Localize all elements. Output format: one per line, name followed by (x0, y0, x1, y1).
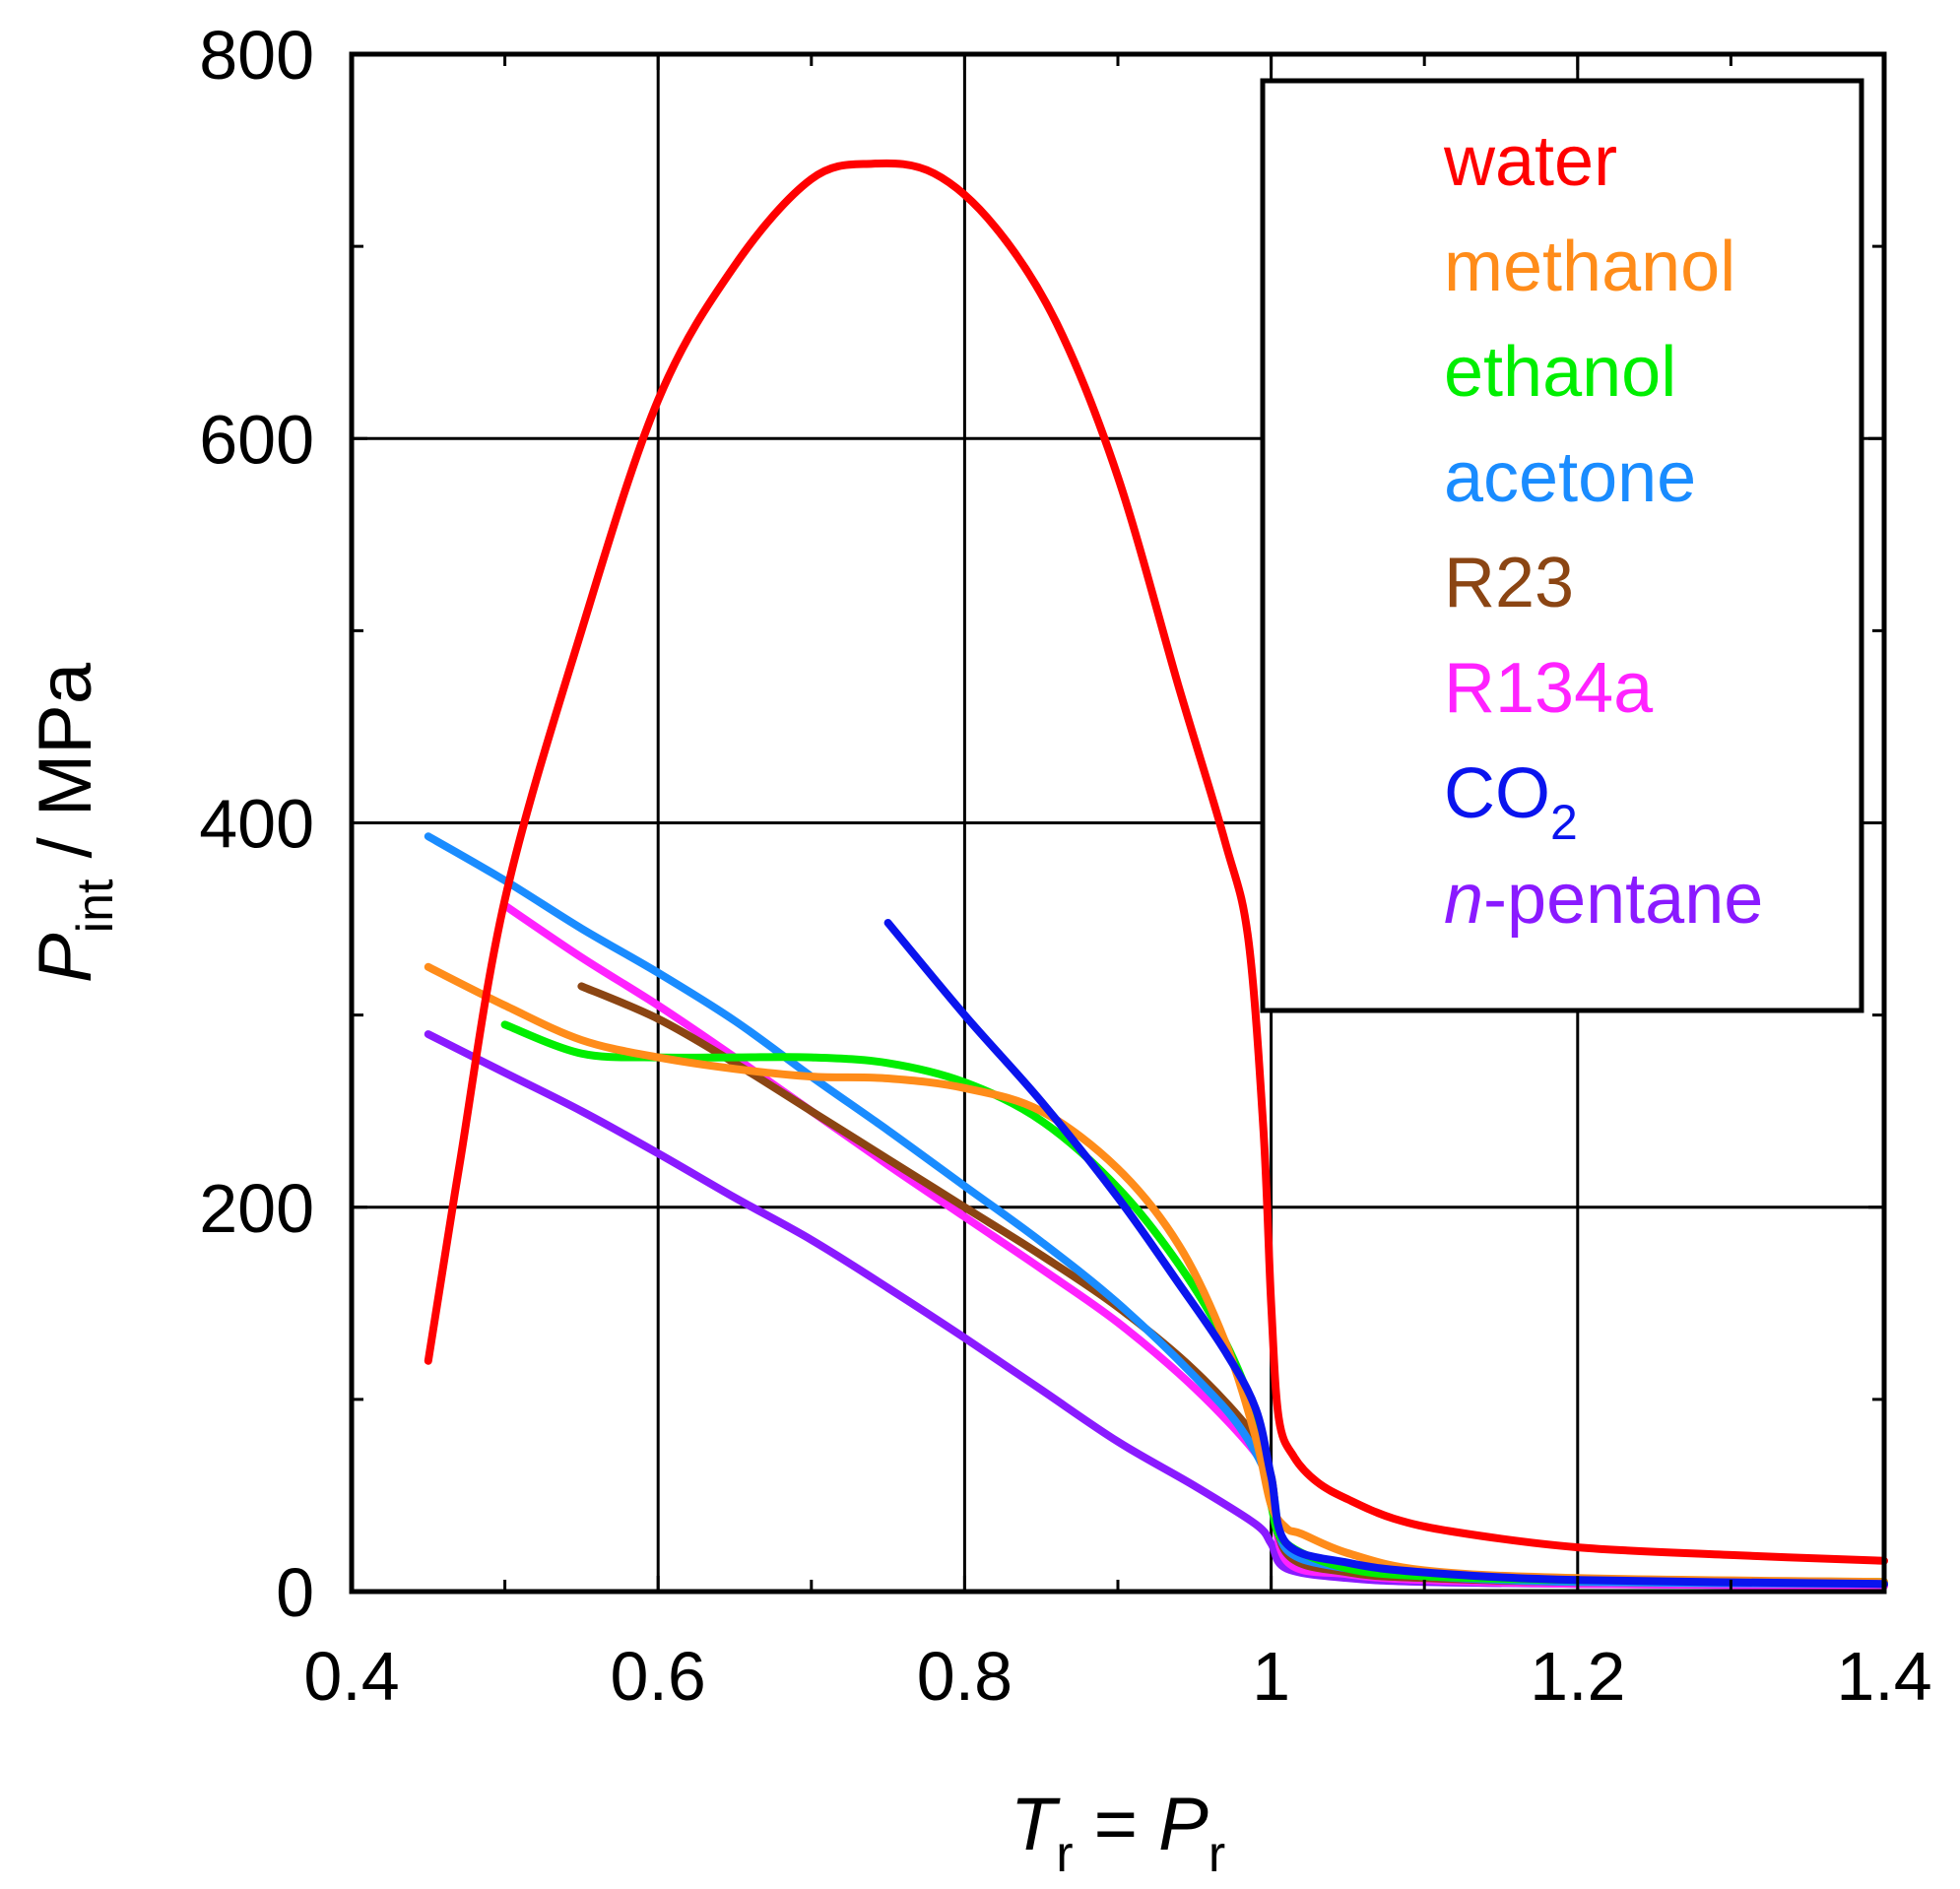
x-tick-label: 0.4 (303, 1638, 399, 1715)
x-tick-label: 0.8 (917, 1638, 1013, 1715)
series-line-n-pentane (424, 1030, 1888, 1591)
x-title-sub2: r (1209, 1826, 1225, 1883)
y-title-main: P (24, 933, 107, 983)
x-title-main2: P (1158, 1783, 1209, 1866)
legend-entry-ethanol: ethanol (1444, 333, 1676, 412)
x-tick-label: 0.6 (611, 1638, 706, 1715)
legend-label-italic: n (1444, 860, 1483, 939)
x-axis-title: Tr = Pr (1011, 1783, 1225, 1883)
legend: water methanol ethanol acetone R23 R134a CO2 n-… (1260, 78, 1864, 1013)
y-tick-label: 800 (199, 17, 314, 94)
y-tick-label: 400 (199, 786, 314, 863)
series-line-co2 (883, 919, 1888, 1589)
tick-labels: 0.4 0.6 0.8 1 1.2 1.4 0 200 400 600 800 (199, 17, 1931, 1715)
legend-box (1260, 78, 1864, 1013)
legend-label-main: CO (1444, 754, 1550, 833)
data-series (424, 159, 1888, 1591)
x-tick-label: 1 (1252, 1638, 1290, 1715)
legend-label-rest: -pentane (1483, 860, 1763, 939)
x-tick-label: 1.2 (1530, 1638, 1625, 1715)
legend-entry-r134a: R134a (1444, 649, 1654, 728)
legend-label-sub: 2 (1550, 795, 1578, 850)
y-title-unit: / MPa (24, 662, 107, 879)
x-tick-label: 1.4 (1836, 1638, 1931, 1715)
legend-entry-methanol: methanol (1444, 228, 1735, 306)
x-title-sub: r (1056, 1826, 1073, 1883)
legend-entry-water: water (1443, 122, 1617, 201)
series-line-water (424, 159, 1888, 1565)
legend-entry-n-pentane: n-pentane (1444, 860, 1763, 939)
y-tick-label: 200 (199, 1170, 314, 1247)
series-line-methanol (424, 962, 1888, 1587)
y-axis-title: Pint / MPa (24, 662, 124, 983)
y-tick-label: 600 (199, 401, 314, 478)
y-title-sub: int (67, 879, 124, 933)
legend-entry-acetone: acetone (1444, 438, 1696, 517)
x-title-eq: = (1074, 1783, 1159, 1866)
y-tick-label: 0 (276, 1554, 314, 1631)
axis-ticks (350, 52, 1886, 1594)
legend-entry-co2: CO2 (1444, 754, 1578, 850)
legend-entry-r23: R23 (1444, 544, 1574, 622)
x-title-main: T (1011, 1783, 1061, 1866)
